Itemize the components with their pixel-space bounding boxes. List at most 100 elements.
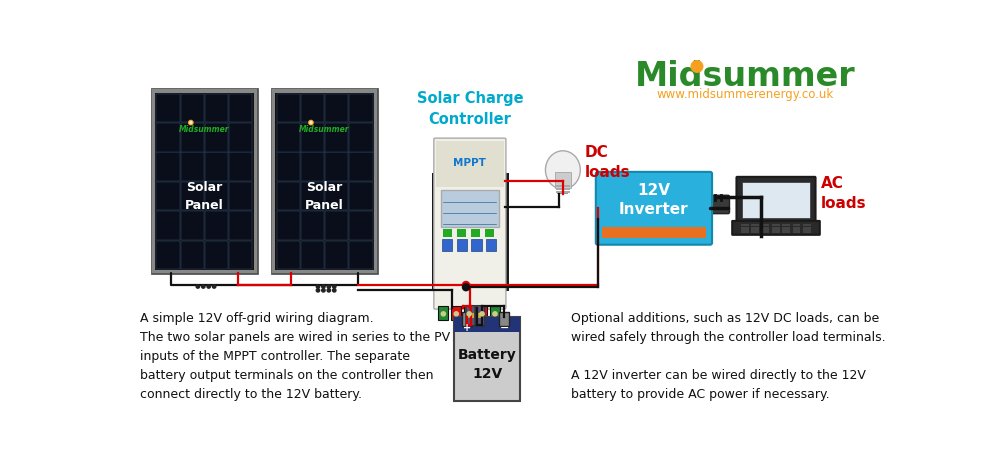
Bar xyxy=(229,211,252,240)
Bar xyxy=(349,153,373,181)
Bar xyxy=(301,94,324,122)
Bar xyxy=(349,182,373,211)
Bar xyxy=(349,240,373,269)
Bar xyxy=(772,224,780,226)
Bar xyxy=(205,211,228,240)
Bar xyxy=(325,123,348,152)
Bar xyxy=(229,240,252,269)
Bar xyxy=(229,94,252,122)
Bar xyxy=(741,227,749,230)
Bar xyxy=(374,89,377,273)
FancyBboxPatch shape xyxy=(736,177,816,224)
Bar xyxy=(485,229,494,237)
Bar xyxy=(325,94,348,122)
Bar xyxy=(782,230,790,233)
Bar xyxy=(349,94,373,122)
Bar xyxy=(301,240,324,269)
Bar xyxy=(741,230,749,233)
Bar xyxy=(477,306,487,320)
Bar xyxy=(490,306,500,320)
Bar xyxy=(277,182,300,211)
Bar xyxy=(751,227,759,230)
Circle shape xyxy=(202,285,205,288)
Bar xyxy=(325,211,348,240)
Bar xyxy=(471,229,480,237)
Bar xyxy=(301,123,324,152)
Bar xyxy=(277,240,300,269)
FancyBboxPatch shape xyxy=(466,305,475,326)
Circle shape xyxy=(309,120,313,125)
Text: Midsummer: Midsummer xyxy=(635,60,855,93)
Bar xyxy=(301,182,324,211)
Bar xyxy=(156,94,180,122)
Circle shape xyxy=(196,285,200,288)
Bar xyxy=(751,224,759,226)
Bar xyxy=(325,182,348,211)
Bar xyxy=(602,227,706,238)
FancyBboxPatch shape xyxy=(122,52,903,411)
Text: MPPT: MPPT xyxy=(453,158,486,168)
Bar xyxy=(349,123,373,152)
Bar xyxy=(438,306,448,320)
Bar xyxy=(556,185,570,187)
Text: Solar Charge
Controller: Solar Charge Controller xyxy=(417,91,523,126)
Bar xyxy=(772,227,780,230)
Circle shape xyxy=(310,121,312,124)
Bar xyxy=(454,317,520,333)
Circle shape xyxy=(463,284,469,291)
Bar xyxy=(557,192,568,195)
Bar xyxy=(277,94,300,122)
Bar xyxy=(741,224,749,226)
Bar xyxy=(277,211,300,240)
Bar xyxy=(205,240,228,269)
Bar xyxy=(793,227,800,230)
Bar xyxy=(181,123,204,152)
Bar xyxy=(457,229,466,237)
Bar xyxy=(156,123,180,152)
Text: A simple 12V off-grid wiring diagram.
The two solar panels are wired in series t: A simple 12V off-grid wiring diagram. Th… xyxy=(140,312,451,401)
Bar xyxy=(156,182,180,211)
Circle shape xyxy=(316,285,320,288)
Circle shape xyxy=(463,282,469,289)
Bar xyxy=(486,239,496,251)
Bar xyxy=(156,240,180,269)
Bar xyxy=(457,239,467,251)
Text: DC
loads: DC loads xyxy=(585,145,630,180)
Circle shape xyxy=(322,289,325,292)
Text: Solar
Panel: Solar Panel xyxy=(185,180,224,212)
Circle shape xyxy=(189,120,193,125)
Text: Midsummer: Midsummer xyxy=(179,125,230,135)
Text: +: + xyxy=(463,323,471,333)
Circle shape xyxy=(207,285,210,288)
Circle shape xyxy=(322,285,325,288)
Bar xyxy=(272,270,377,273)
Bar xyxy=(803,224,811,226)
Bar xyxy=(181,211,204,240)
Bar xyxy=(556,188,570,190)
Circle shape xyxy=(327,285,331,288)
Bar xyxy=(803,230,811,233)
Bar xyxy=(762,224,769,226)
Bar xyxy=(272,89,275,273)
Circle shape xyxy=(327,289,331,292)
Bar xyxy=(156,211,180,240)
Circle shape xyxy=(454,312,458,316)
Bar xyxy=(349,211,373,240)
Text: −: − xyxy=(499,323,509,333)
Bar xyxy=(793,230,800,233)
FancyBboxPatch shape xyxy=(434,138,506,309)
Bar xyxy=(229,182,252,211)
Text: Midsummer: Midsummer xyxy=(299,125,350,135)
FancyBboxPatch shape xyxy=(152,89,257,273)
Bar xyxy=(505,173,509,291)
Bar xyxy=(471,239,482,251)
Bar xyxy=(464,306,474,320)
Bar xyxy=(742,182,810,218)
Bar xyxy=(181,240,204,269)
Circle shape xyxy=(467,312,471,316)
Text: Solar
Panel: Solar Panel xyxy=(305,180,344,212)
Bar xyxy=(205,123,228,152)
Bar xyxy=(555,172,571,188)
Ellipse shape xyxy=(545,151,580,189)
FancyBboxPatch shape xyxy=(596,172,712,245)
